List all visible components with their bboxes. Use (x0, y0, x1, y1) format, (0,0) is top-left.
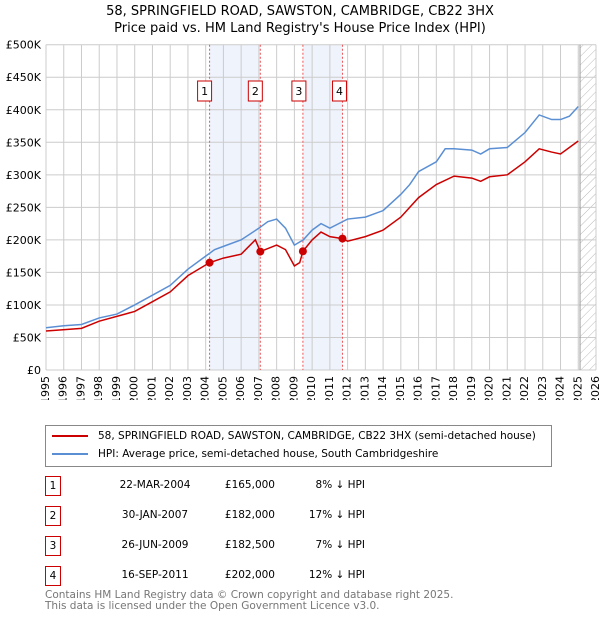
y-tick-label: £400K (6, 104, 42, 117)
hpi-difference: 12% ↓ HPI (308, 569, 365, 581)
hpi-difference: 8% ↓ HPI (315, 479, 365, 491)
y-tick-label: £300K (6, 169, 42, 182)
x-tick-label: 2011 (323, 376, 336, 400)
sale-label: 2 (252, 85, 259, 98)
x-tick-label: 2010 (305, 376, 318, 400)
hpi-difference: 17% ↓ HPI (308, 509, 365, 521)
sale-date: 26-JUN-2009 (121, 539, 189, 551)
sale-date: 16-SEP-2011 (121, 569, 189, 581)
sale-label: 4 (336, 85, 343, 98)
x-tick-label: 1999 (110, 376, 123, 400)
footer: Contains HM Land Registry data © Crown c… (45, 590, 453, 612)
sales-table-row: 2 30-JAN-2007 £182,000 17% ↓ HPI (45, 506, 375, 526)
x-tick-label: 2008 (270, 376, 283, 400)
footer-line: Contains HM Land Registry data © Crown c… (45, 589, 454, 601)
y-tick-label: £150K (6, 266, 42, 279)
x-tick-label: 2013 (358, 376, 371, 400)
y-tick-label: £450K (6, 71, 42, 84)
x-tick-label: 2018 (447, 376, 460, 400)
x-tick-label: 2021 (500, 376, 513, 400)
x-tick-label: 2015 (394, 376, 407, 400)
x-tick-label: 2005 (216, 376, 229, 400)
x-tick-label: 2019 (465, 376, 478, 400)
sale-label-box (331, 80, 347, 102)
y-tick-label: £100K (6, 299, 42, 312)
x-tick-label: 1998 (92, 376, 105, 400)
x-tick-label: 2022 (518, 376, 531, 400)
legend-item-hpi: HPI: Average price, semi-detached house,… (52, 448, 438, 460)
x-tick-label: 2012 (341, 376, 354, 400)
legend-label: 58, SPRINGFIELD ROAD, SAWSTON, CAMBRIDGE… (98, 430, 536, 442)
sale-label: 1 (201, 85, 208, 98)
sale-price: £182,000 (224, 509, 275, 521)
sale-number-badge: 4 (45, 566, 61, 586)
x-tick-label: 2024 (554, 376, 567, 400)
sales-table-row: 4 16-SEP-2011 £202,000 12% ↓ HPI (45, 566, 375, 586)
sale-label-box (291, 80, 307, 102)
x-tick-label: 1996 (57, 376, 70, 400)
x-tick-label: 2000 (128, 376, 141, 400)
x-tick-label: 2017 (429, 376, 442, 400)
sale-label: 3 (295, 85, 302, 98)
sale-point (338, 234, 347, 243)
y-tick-label: £200K (6, 234, 42, 247)
hpi-difference: 7% ↓ HPI (315, 539, 365, 551)
sale-label-box (197, 80, 213, 102)
x-tick-label: 2023 (536, 376, 549, 400)
y-tick-label: £0 (27, 364, 41, 377)
sale-number-badge: 2 (45, 506, 61, 526)
sale-price: £202,000 (224, 569, 275, 581)
sale-number-badge: 3 (45, 536, 61, 556)
x-tick-label: 1997 (74, 376, 87, 400)
x-tick-label: 1995 (39, 376, 52, 400)
sale-point (256, 247, 265, 256)
x-tick-label: 2007 (252, 376, 265, 400)
x-tick-label: 2016 (412, 376, 425, 400)
property-price-line (45, 140, 579, 332)
x-tick-label: 2001 (145, 376, 158, 400)
legend-item-property: 58, SPRINGFIELD ROAD, SAWSTON, CAMBRIDGE… (52, 430, 536, 442)
sale-date: 22-MAR-2004 (119, 479, 191, 491)
x-tick-label: 2025 (571, 376, 584, 400)
x-tick-label: 2002 (163, 376, 176, 400)
x-tick-label: 2004 (199, 376, 212, 400)
x-tick-label: 2026 (589, 376, 600, 400)
y-tick-label: £500K (6, 39, 42, 52)
sale-label-box (247, 80, 263, 102)
x-tick-label: 2006 (234, 376, 247, 400)
sale-point (298, 247, 307, 256)
sale-date: 30-JAN-2007 (121, 509, 189, 521)
red-line-swatch (52, 435, 88, 437)
chart-title: 58, SPRINGFIELD ROAD, SAWSTON, CAMBRIDGE… (106, 4, 494, 19)
sale-price: £182,500 (224, 539, 275, 551)
legend: 58, SPRINGFIELD ROAD, SAWSTON, CAMBRIDGE… (45, 425, 552, 467)
footer-line: This data is licensed under the Open Gov… (45, 600, 380, 612)
sale-number-badge: 1 (45, 476, 61, 496)
sale-price: £165,000 (224, 479, 275, 491)
y-tick-label: £50K (13, 331, 42, 344)
x-tick-label: 2014 (376, 376, 389, 400)
x-tick-label: 2009 (287, 376, 300, 400)
legend-label: HPI: Average price, semi-detached house,… (98, 448, 439, 460)
chart-subtitle: Price paid vs. HM Land Registry's House … (114, 21, 486, 36)
hpi-line (45, 106, 579, 329)
sales-table-row: 3 26-JUN-2009 £182,500 7% ↓ HPI (45, 536, 375, 556)
y-tick-label: £350K (6, 136, 42, 149)
sale-point (205, 258, 214, 267)
blue-line-swatch (52, 453, 88, 455)
y-tick-label: £250K (6, 201, 42, 214)
sales-table-row: 1 22-MAR-2004 £165,000 8% ↓ HPI (45, 476, 375, 496)
chart-plot: 1995 1996 1997 1998 1999 2000 2001 2002 2003 2004… (6, 39, 600, 400)
x-tick-label: 2020 (483, 376, 496, 400)
x-tick-label: 2003 (181, 376, 194, 400)
